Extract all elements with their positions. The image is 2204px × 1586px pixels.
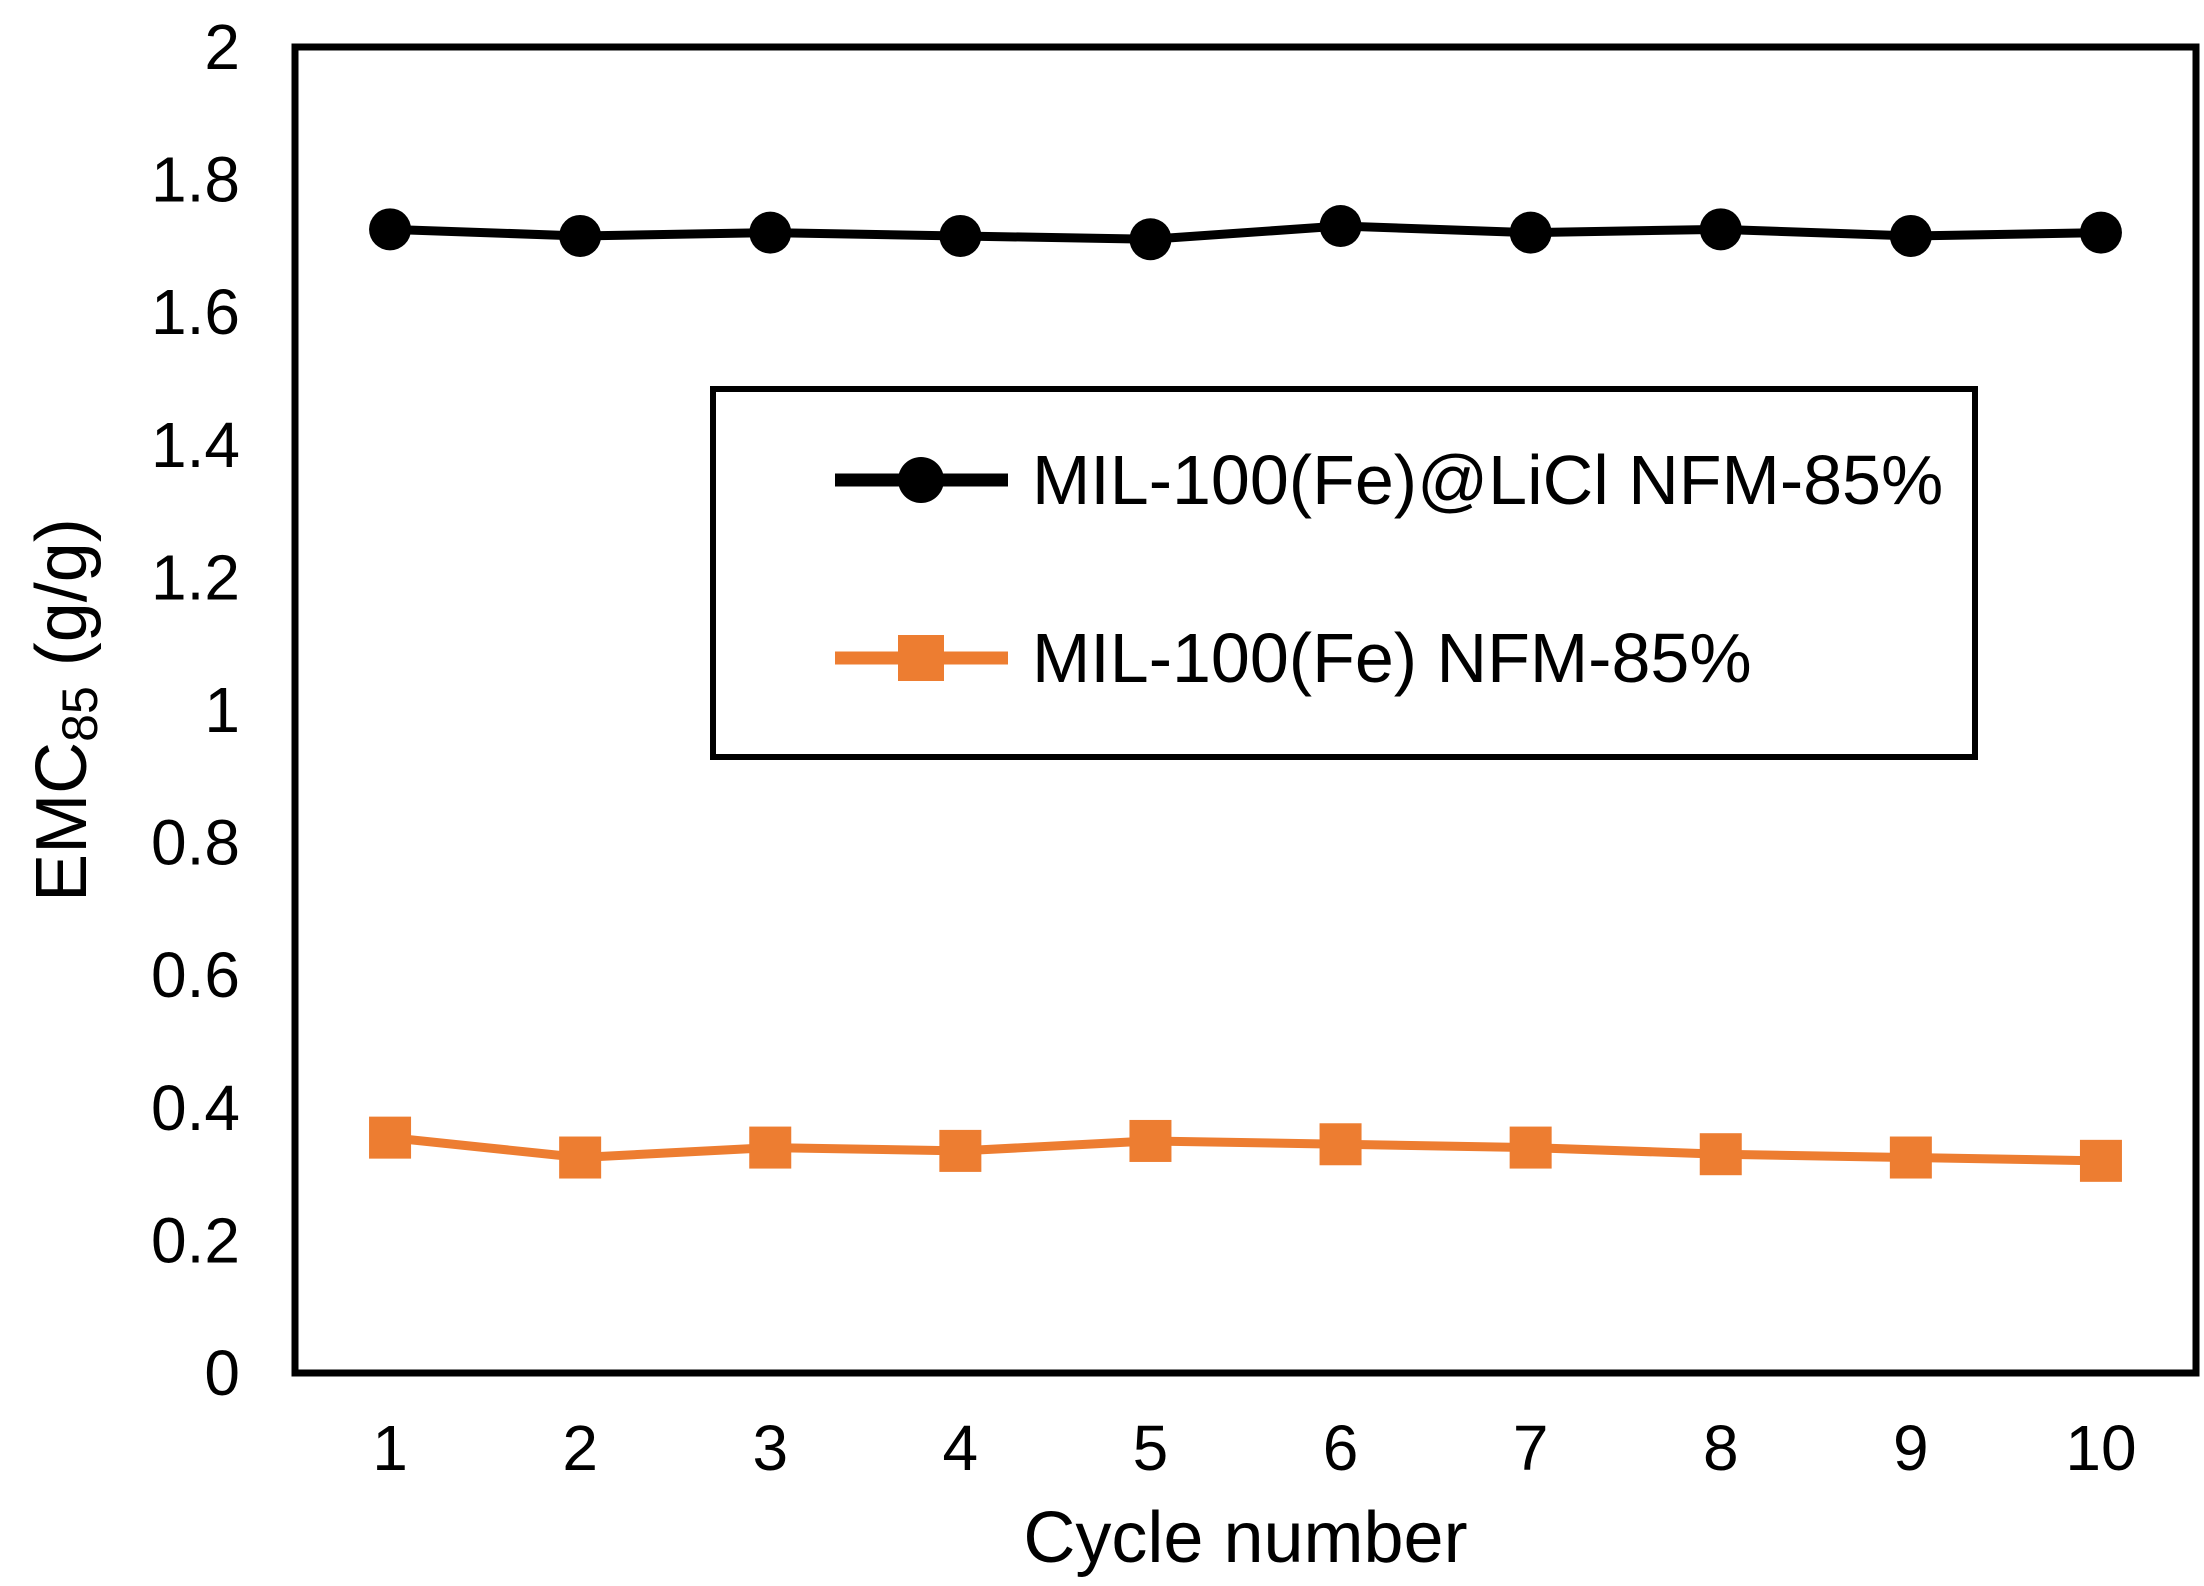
data-point-square (1699, 1133, 1742, 1176)
x-axis-tick-label: 3 (752, 1412, 788, 1484)
x-axis-tick-label: 4 (943, 1412, 979, 1484)
data-point-circle (559, 214, 602, 257)
series-line-square (389, 1133, 2102, 1166)
x-axis-tick-label: 8 (1703, 1412, 1739, 1484)
x-axis-tick-label: 10 (2065, 1412, 2136, 1484)
data-point-circle (369, 208, 412, 251)
data-point-square (2079, 1139, 2122, 1182)
plot-border (291, 43, 2200, 1377)
data-point-square (1889, 1136, 1932, 1179)
legend-label: MIL-100(Fe)@LiCl NFM-85% (1032, 441, 1943, 519)
legend-marker-square (898, 635, 944, 681)
data-point-circle (1699, 208, 1742, 251)
y-axis-tick-label: 0.8 (151, 807, 240, 879)
data-point-square (559, 1136, 602, 1179)
y-axis-tick-label: 2 (204, 11, 240, 83)
y-axis-tick-label: 1 (204, 674, 240, 746)
x-axis-tick-label: 2 (562, 1412, 598, 1484)
x-axis-tick-label: 9 (1893, 1412, 1929, 1484)
data-point-square (939, 1129, 982, 1172)
data-point-square (1129, 1119, 1172, 1162)
x-axis-tick-label: 5 (1133, 1412, 1169, 1484)
y-axis-tick-label: 0.6 (151, 939, 240, 1011)
data-point-circle (1129, 218, 1172, 261)
legend-box (710, 386, 1978, 760)
y-axis-tick-label: 1.6 (151, 276, 240, 348)
series-line-circle (389, 221, 2102, 244)
data-point-circle (1509, 211, 1552, 254)
y-axis-tick-label: 0.4 (151, 1072, 240, 1144)
data-point-circle (1319, 205, 1362, 248)
legend-label: MIL-100(Fe) NFM-85% (1032, 619, 1752, 697)
x-axis-title: Cycle number (1023, 1498, 1467, 1578)
data-point-circle (2079, 211, 2122, 254)
y-axis-tick-label: 1.4 (151, 409, 240, 481)
data-point-square (369, 1116, 412, 1159)
y-axis-title: EMC85 (g/g) (22, 518, 108, 902)
data-point-square (749, 1126, 792, 1169)
data-point-circle (939, 214, 982, 257)
y-axis-tick-label: 0 (204, 1337, 240, 1409)
data-point-square (1319, 1123, 1362, 1166)
data-point-circle (1889, 214, 1932, 257)
data-point-circle (749, 211, 792, 254)
x-axis-tick-label: 1 (372, 1412, 408, 1484)
legend-marker-circle (898, 457, 944, 503)
data-point-square (1509, 1126, 1552, 1169)
x-axis-tick-label: 6 (1323, 1412, 1359, 1484)
x-axis-tick-label: 7 (1513, 1412, 1549, 1484)
y-axis-tick-label: 1.2 (151, 541, 240, 613)
y-axis-tick-label: 0.2 (151, 1204, 240, 1276)
y-axis-tick-label: 1.8 (151, 144, 240, 216)
